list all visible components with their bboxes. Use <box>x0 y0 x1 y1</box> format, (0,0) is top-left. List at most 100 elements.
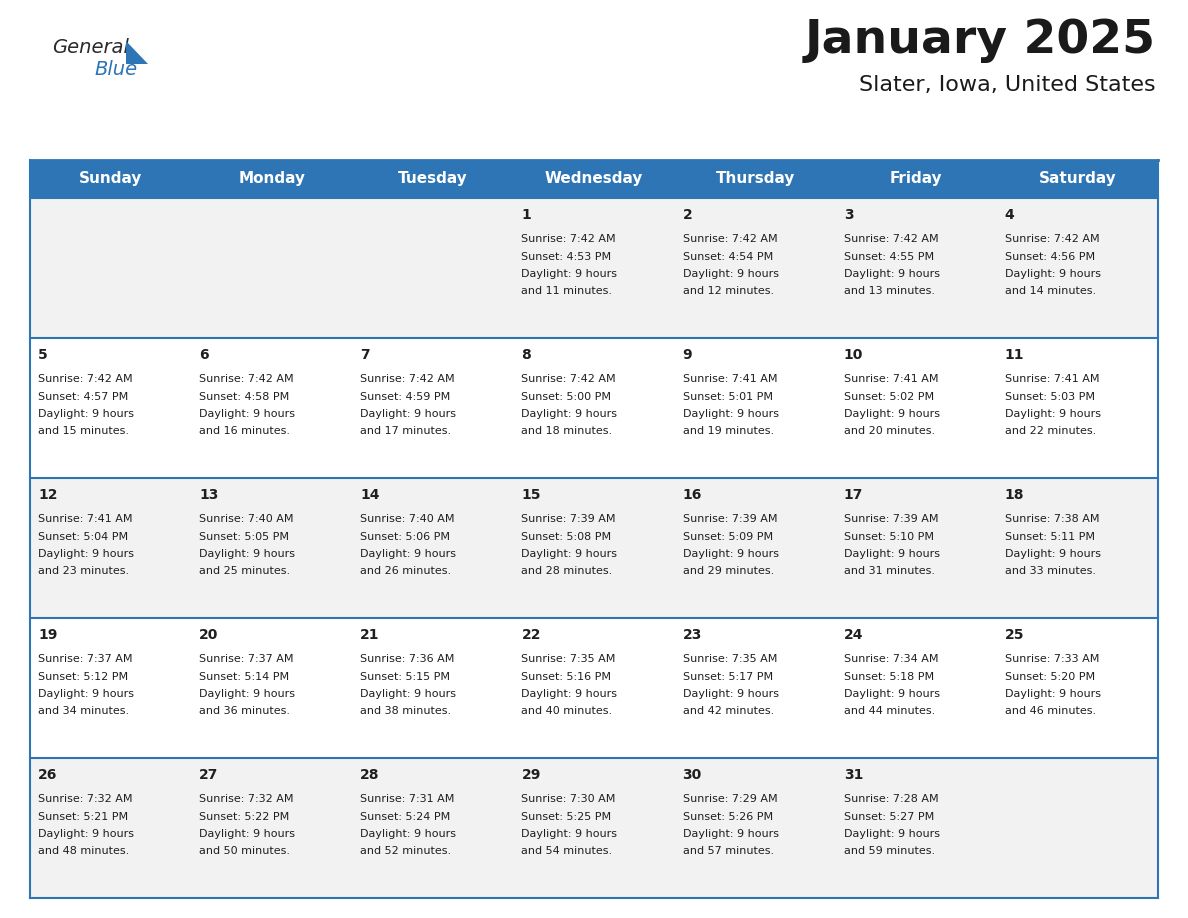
Text: and 25 minutes.: and 25 minutes. <box>200 566 290 577</box>
Text: Daylight: 9 hours: Daylight: 9 hours <box>360 409 456 419</box>
Text: 2: 2 <box>683 208 693 222</box>
Text: and 12 minutes.: and 12 minutes. <box>683 286 773 297</box>
Text: 9: 9 <box>683 348 693 362</box>
Text: Sunrise: 7:41 AM: Sunrise: 7:41 AM <box>38 514 133 524</box>
Text: and 23 minutes.: and 23 minutes. <box>38 566 129 577</box>
Text: Daylight: 9 hours: Daylight: 9 hours <box>200 409 295 419</box>
Text: 6: 6 <box>200 348 209 362</box>
Text: 12: 12 <box>38 488 57 502</box>
Text: 8: 8 <box>522 348 531 362</box>
Text: 20: 20 <box>200 628 219 642</box>
Text: Sunrise: 7:41 AM: Sunrise: 7:41 AM <box>1005 374 1099 384</box>
Text: Sunset: 5:21 PM: Sunset: 5:21 PM <box>38 812 128 822</box>
Text: Daylight: 9 hours: Daylight: 9 hours <box>1005 549 1101 559</box>
Text: 11: 11 <box>1005 348 1024 362</box>
Text: Daylight: 9 hours: Daylight: 9 hours <box>843 269 940 279</box>
Text: Daylight: 9 hours: Daylight: 9 hours <box>683 269 778 279</box>
Text: and 54 minutes.: and 54 minutes. <box>522 846 613 856</box>
Text: and 11 minutes.: and 11 minutes. <box>522 286 613 297</box>
Text: Wednesday: Wednesday <box>545 172 643 186</box>
Text: Sunday: Sunday <box>78 172 143 186</box>
Text: Daylight: 9 hours: Daylight: 9 hours <box>843 549 940 559</box>
Text: Saturday: Saturday <box>1038 172 1117 186</box>
Text: Sunset: 5:04 PM: Sunset: 5:04 PM <box>38 532 128 542</box>
Text: Sunset: 4:57 PM: Sunset: 4:57 PM <box>38 391 128 401</box>
Text: and 31 minutes.: and 31 minutes. <box>843 566 935 577</box>
Text: Sunset: 5:11 PM: Sunset: 5:11 PM <box>1005 532 1095 542</box>
Text: Sunrise: 7:33 AM: Sunrise: 7:33 AM <box>1005 654 1099 664</box>
Text: 28: 28 <box>360 768 380 782</box>
Text: Sunrise: 7:35 AM: Sunrise: 7:35 AM <box>683 654 777 664</box>
Text: Thursday: Thursday <box>715 172 795 186</box>
Text: 19: 19 <box>38 628 57 642</box>
Text: Sunset: 5:24 PM: Sunset: 5:24 PM <box>360 812 450 822</box>
Text: Sunrise: 7:41 AM: Sunrise: 7:41 AM <box>843 374 939 384</box>
Text: Sunset: 5:16 PM: Sunset: 5:16 PM <box>522 671 612 681</box>
Text: Daylight: 9 hours: Daylight: 9 hours <box>683 409 778 419</box>
Text: and 40 minutes.: and 40 minutes. <box>522 707 613 717</box>
Text: and 29 minutes.: and 29 minutes. <box>683 566 773 577</box>
Text: Sunset: 5:00 PM: Sunset: 5:00 PM <box>522 391 612 401</box>
Bar <box>30 160 1158 198</box>
Text: Daylight: 9 hours: Daylight: 9 hours <box>38 549 134 559</box>
Text: and 50 minutes.: and 50 minutes. <box>200 846 290 856</box>
Text: Sunset: 5:22 PM: Sunset: 5:22 PM <box>200 812 290 822</box>
Text: Sunrise: 7:32 AM: Sunrise: 7:32 AM <box>38 794 133 804</box>
Text: 23: 23 <box>683 628 702 642</box>
Bar <box>30 478 1158 618</box>
Text: Sunrise: 7:29 AM: Sunrise: 7:29 AM <box>683 794 777 804</box>
Text: Sunrise: 7:41 AM: Sunrise: 7:41 AM <box>683 374 777 384</box>
Text: Sunset: 5:01 PM: Sunset: 5:01 PM <box>683 391 772 401</box>
Text: and 38 minutes.: and 38 minutes. <box>360 707 451 717</box>
Text: Sunset: 4:58 PM: Sunset: 4:58 PM <box>200 391 290 401</box>
Text: Daylight: 9 hours: Daylight: 9 hours <box>522 269 618 279</box>
Text: 14: 14 <box>360 488 380 502</box>
Text: and 34 minutes.: and 34 minutes. <box>38 707 129 717</box>
Text: Daylight: 9 hours: Daylight: 9 hours <box>200 829 295 839</box>
Text: and 22 minutes.: and 22 minutes. <box>1005 427 1097 436</box>
Text: 18: 18 <box>1005 488 1024 502</box>
Text: 3: 3 <box>843 208 853 222</box>
Text: 25: 25 <box>1005 628 1024 642</box>
Text: and 48 minutes.: and 48 minutes. <box>38 846 129 856</box>
Text: Sunrise: 7:42 AM: Sunrise: 7:42 AM <box>360 374 455 384</box>
Bar <box>30 198 1158 338</box>
Text: Sunrise: 7:34 AM: Sunrise: 7:34 AM <box>843 654 939 664</box>
Text: Daylight: 9 hours: Daylight: 9 hours <box>683 549 778 559</box>
Polygon shape <box>126 41 148 64</box>
Text: and 36 minutes.: and 36 minutes. <box>200 707 290 717</box>
Text: 17: 17 <box>843 488 864 502</box>
Text: Daylight: 9 hours: Daylight: 9 hours <box>522 689 618 699</box>
Text: Daylight: 9 hours: Daylight: 9 hours <box>843 409 940 419</box>
Text: 31: 31 <box>843 768 864 782</box>
Text: Sunset: 5:10 PM: Sunset: 5:10 PM <box>843 532 934 542</box>
Text: Sunset: 5:18 PM: Sunset: 5:18 PM <box>843 671 934 681</box>
Text: Daylight: 9 hours: Daylight: 9 hours <box>38 409 134 419</box>
Text: 22: 22 <box>522 628 541 642</box>
Text: Sunset: 5:17 PM: Sunset: 5:17 PM <box>683 671 772 681</box>
Text: and 15 minutes.: and 15 minutes. <box>38 427 129 436</box>
Text: 16: 16 <box>683 488 702 502</box>
Text: Sunset: 5:27 PM: Sunset: 5:27 PM <box>843 812 934 822</box>
Text: 1: 1 <box>522 208 531 222</box>
Text: Tuesday: Tuesday <box>398 172 468 186</box>
Text: 13: 13 <box>200 488 219 502</box>
Text: Sunset: 4:54 PM: Sunset: 4:54 PM <box>683 252 773 262</box>
Text: Sunset: 4:56 PM: Sunset: 4:56 PM <box>1005 252 1095 262</box>
Text: Daylight: 9 hours: Daylight: 9 hours <box>360 549 456 559</box>
Text: and 59 minutes.: and 59 minutes. <box>843 846 935 856</box>
Text: and 42 minutes.: and 42 minutes. <box>683 707 773 717</box>
Text: and 33 minutes.: and 33 minutes. <box>1005 566 1095 577</box>
Text: Friday: Friday <box>890 172 942 186</box>
Text: Daylight: 9 hours: Daylight: 9 hours <box>522 549 618 559</box>
Text: Sunrise: 7:42 AM: Sunrise: 7:42 AM <box>1005 234 1099 244</box>
Text: Sunrise: 7:39 AM: Sunrise: 7:39 AM <box>522 514 615 524</box>
Text: 15: 15 <box>522 488 541 502</box>
Text: Daylight: 9 hours: Daylight: 9 hours <box>683 829 778 839</box>
Text: Sunset: 5:09 PM: Sunset: 5:09 PM <box>683 532 772 542</box>
Text: Sunrise: 7:39 AM: Sunrise: 7:39 AM <box>843 514 939 524</box>
Text: and 18 minutes.: and 18 minutes. <box>522 427 613 436</box>
Text: Sunrise: 7:40 AM: Sunrise: 7:40 AM <box>200 514 293 524</box>
Text: 21: 21 <box>360 628 380 642</box>
Text: Slater, Iowa, United States: Slater, Iowa, United States <box>859 75 1156 95</box>
